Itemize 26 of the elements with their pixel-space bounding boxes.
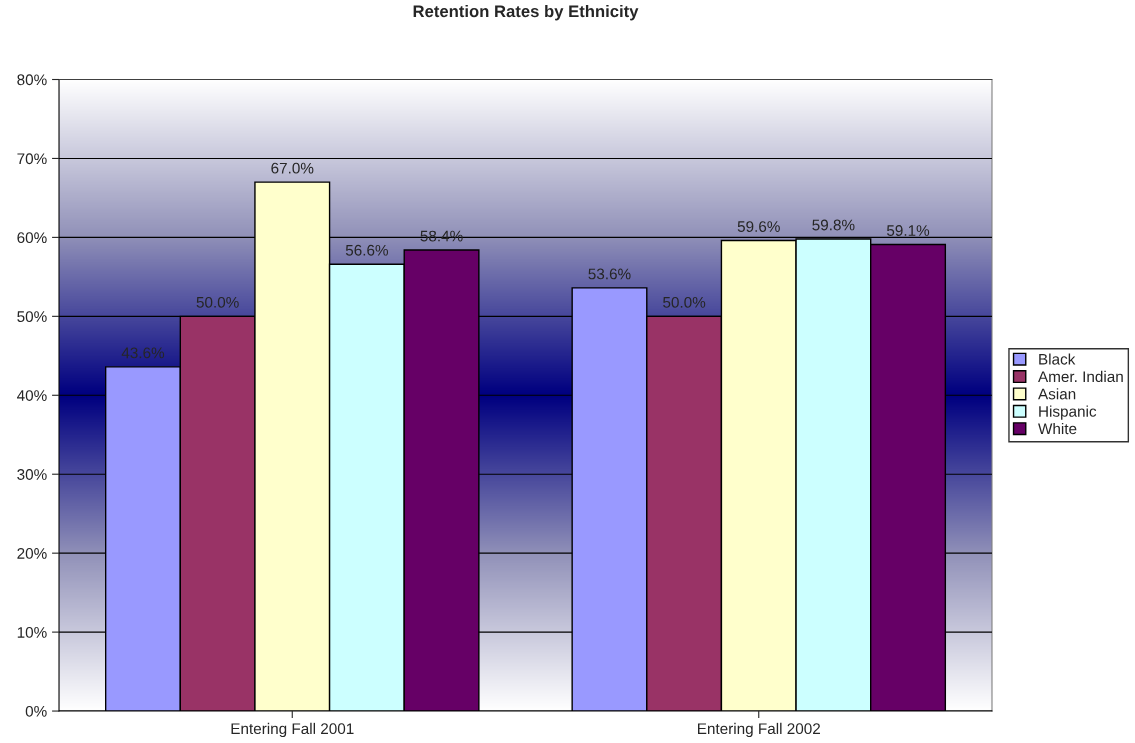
legend-label: Asian	[1038, 388, 1076, 400]
x-tick-label: Entering Fall 2001	[231, 722, 354, 738]
y-tick-label: 0%	[25, 705, 47, 717]
y-tick-label: 50%	[17, 311, 47, 323]
y-tick-label: 10%	[17, 626, 47, 638]
y-tick-label: 80%	[17, 74, 47, 86]
y-tick-label: 60%	[17, 232, 47, 244]
text: 53.6%	[588, 268, 631, 280]
legend-label: Hispanic	[1039, 405, 1097, 420]
text: 50.0%	[196, 296, 239, 308]
text: 59.1%	[886, 225, 930, 236]
y-tick-label: 20%	[17, 548, 47, 559]
text: 67.0%	[271, 162, 314, 174]
legend-label: Amer. Indian	[1038, 370, 1123, 383]
text: 59.6%	[737, 221, 780, 232]
text: 43.6%	[121, 347, 165, 359]
chart-title: Retention Rates by Ethnicity	[413, 4, 639, 21]
text: 59.8%	[812, 219, 855, 231]
text: 50.0%	[663, 296, 706, 308]
legend-label: Black	[1039, 353, 1076, 365]
text: 56.6%	[345, 244, 389, 256]
y-tick-label: 40%	[16, 390, 47, 401]
x-tick-label: Entering Fall 2002	[698, 722, 820, 738]
y-tick-label: 70%	[17, 153, 47, 165]
y-tick-label: 30%	[17, 469, 47, 480]
legend-label: White	[1038, 422, 1077, 435]
